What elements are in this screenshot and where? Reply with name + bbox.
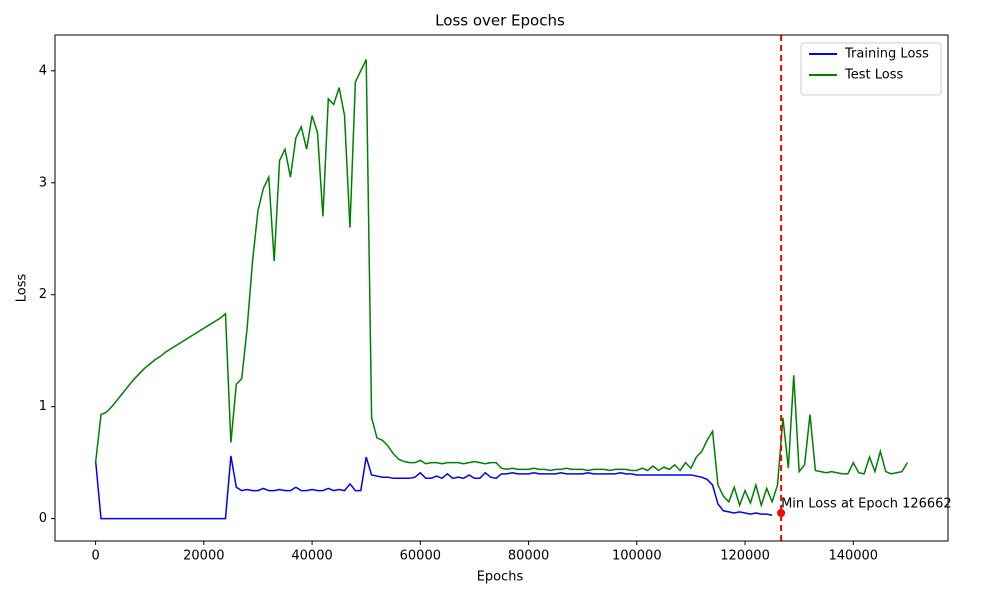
min-point [777,509,786,518]
x-tick-label: 60000 [400,549,441,564]
line-series [94,59,909,508]
x-axis-label: Epochs [477,570,524,585]
line-series [94,455,773,520]
axes-frame [54,34,949,542]
legend-label: Training Loss [844,47,929,62]
x-tick-label: 40000 [291,549,332,564]
x-tick-label: 20000 [183,549,224,564]
chart-title: Loss over Epochs [435,12,565,30]
x-tick-label: 140000 [828,549,878,564]
y-tick-label: 0 [39,511,47,526]
legend-label: Test Loss [844,68,903,83]
min-annotation: Min Loss at Epoch 126662 [781,497,952,512]
x-tick-label: 120000 [720,549,770,564]
y-tick-label: 2 [39,287,47,302]
x-tick-label: 100000 [612,549,662,564]
y-tick-label: 3 [39,175,47,190]
x-tick-label: 0 [91,549,99,564]
y-tick-label: 4 [39,63,47,78]
x-tick-label: 80000 [508,549,549,564]
y-axis-label: Loss [15,274,30,303]
legend-box [800,42,942,96]
y-tick-label: 1 [39,399,47,414]
